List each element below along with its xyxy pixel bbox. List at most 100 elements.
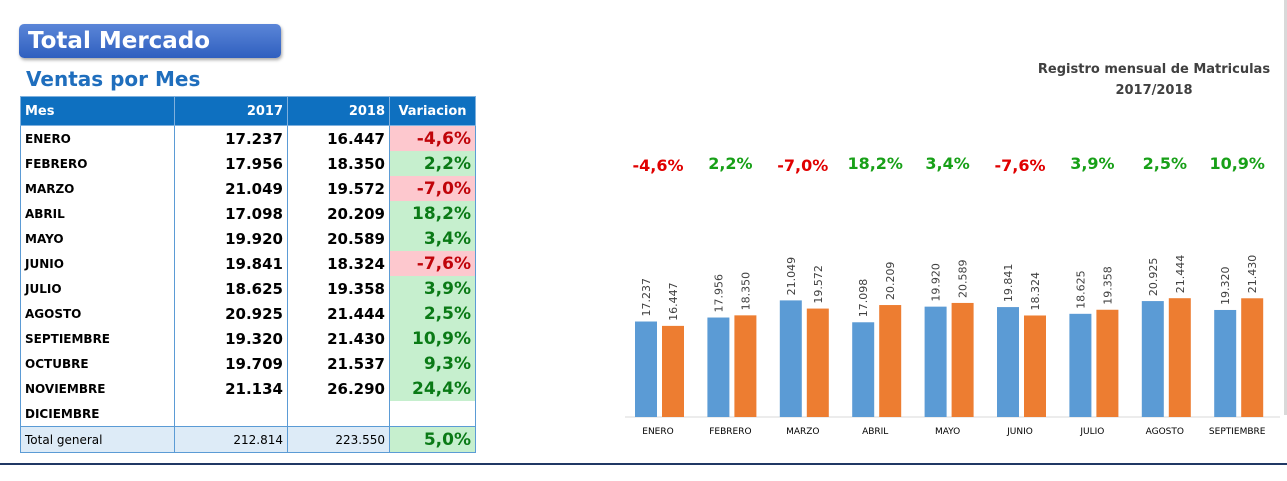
bar-2018-julio: [1096, 309, 1119, 417]
value-2017-cell: 19.320: [174, 326, 288, 351]
chart-area-edge: [1284, 0, 1287, 415]
value-2018-cell: 20.589: [287, 226, 390, 251]
chart-title-line1: Registro mensual de Matriculas: [1037, 62, 1271, 77]
variation-cell: 18,2%: [389, 201, 476, 226]
variation-cell: -7,0%: [389, 176, 476, 201]
table-row: JUNIO 19.841 18.324 -7,6%: [20, 251, 476, 276]
data-label: 21.444: [1174, 255, 1187, 294]
bar-2017-agosto: [1141, 301, 1164, 417]
table-body: ENERO 17.237 16.447 -4,6% FEBRERO 17.956 18.35…: [20, 125, 476, 453]
data-label: 18.350: [739, 272, 752, 311]
x-tick-label: SEPTIEMBRE: [1209, 427, 1266, 437]
variation-cell: 9,3%: [389, 351, 476, 376]
data-label: 19.358: [1101, 266, 1114, 305]
value-2018-cell: 26.290: [287, 376, 390, 401]
variation-cell: -7,6%: [389, 251, 476, 276]
bar-2018-abril: [879, 305, 902, 417]
month-cell: JUNIO: [20, 251, 175, 276]
bar-2018-enero: [662, 325, 684, 417]
month-cell: SEPTIEMBRE: [20, 326, 175, 351]
value-2018-cell: 21.537: [287, 351, 390, 376]
bar-2018-marzo: [806, 308, 829, 417]
variation-label: -7,0%: [777, 156, 828, 175]
chart-title-line2: 2017/2018: [1115, 83, 1193, 98]
x-tick-label: ENERO: [642, 427, 673, 437]
value-2018-cell: 18.350: [287, 151, 390, 176]
value-2018-cell: 18.324: [287, 251, 390, 276]
variation-label: 10,9%: [1209, 154, 1265, 173]
bar-2018-junio: [1024, 315, 1046, 417]
table-row: ABRIL 17.098 20.209 18,2%: [20, 201, 476, 226]
variation-label: 3,4%: [925, 154, 969, 173]
column-header-variacion: Variacion: [389, 96, 476, 126]
bottom-divider: [0, 463, 1287, 465]
value-2018-cell: 19.572: [287, 176, 390, 201]
total-row: Total general 212.814 223.550 5,0%: [20, 426, 476, 453]
month-cell: MARZO: [20, 176, 175, 201]
table-row: SEPTIEMBRE 19.320 21.430 10,9%: [20, 326, 476, 351]
value-2017-cell: 19.841: [174, 251, 288, 276]
bar-chart: -4,6% 17.237 16.447 ENERO 2,2% 17.956 18.350 FE…: [625, 154, 1280, 437]
column-header-2017: 2017: [174, 96, 288, 126]
table-row: MARZO 21.049 19.572 -7,0%: [20, 176, 476, 201]
data-label: 21.049: [785, 257, 798, 296]
value-2017-cell: 19.920: [174, 226, 288, 251]
value-2018-cell: [287, 401, 390, 427]
variation-label: 3,9%: [1070, 154, 1114, 173]
month-cell: NOVIEMBRE: [20, 376, 175, 401]
data-label: 17.956: [712, 274, 725, 312]
total-2017: 212.814: [174, 426, 288, 453]
table-row: DICIEMBRE: [20, 401, 476, 427]
value-2017-cell: 21.049: [174, 176, 288, 201]
variation-cell: 2,5%: [389, 301, 476, 326]
variation-cell: 2,2%: [389, 151, 476, 176]
bar-2017-julio: [1069, 313, 1092, 417]
column-header-2018: 2018: [287, 96, 390, 126]
value-2018-cell: 19.358: [287, 276, 390, 301]
total-variacion: 5,0%: [389, 426, 476, 453]
data-label: 20.209: [884, 262, 897, 301]
data-label: 16.447: [667, 282, 680, 321]
month-cell: OCTUBRE: [20, 351, 175, 376]
bar-2018-mayo: [951, 302, 974, 417]
variation-label: 2,5%: [1143, 154, 1187, 173]
data-label: 17.098: [857, 279, 870, 318]
bar-2017-febrero: [707, 317, 730, 417]
month-cell: AGOSTO: [20, 301, 175, 326]
x-tick-label: MAYO: [935, 427, 960, 437]
value-2018-cell: 21.430: [287, 326, 390, 351]
x-tick-label: AGOSTO: [1146, 427, 1184, 437]
table-row: JULIO 18.625 19.358 3,9%: [20, 276, 476, 301]
value-2018-cell: 21.444: [287, 301, 390, 326]
variation-cell: [389, 401, 476, 427]
data-label: 21.430: [1246, 255, 1259, 294]
variation-cell: 24,4%: [389, 376, 476, 401]
variation-label: -7,6%: [994, 156, 1045, 175]
month-cell: DICIEMBRE: [20, 401, 175, 427]
data-label: 18.324: [1029, 272, 1042, 311]
bar-2018-septiembre: [1241, 298, 1264, 417]
data-label: 20.589: [957, 259, 970, 298]
bar-2017-septiembre: [1214, 309, 1237, 417]
table-header-row: Mes 2017 2018 Variacion: [20, 96, 476, 126]
data-label: 20.925: [1147, 258, 1160, 297]
table-row: NOVIEMBRE 21.134 26.290 24,4%: [20, 376, 476, 401]
table-row: AGOSTO 20.925 21.444 2,5%: [20, 301, 476, 326]
value-2017-cell: 17.237: [174, 125, 288, 151]
month-cell: ENERO: [20, 125, 175, 151]
month-cell: MAYO: [20, 226, 175, 251]
month-cell: ABRIL: [20, 201, 175, 226]
table-row: FEBRERO 17.956 18.350 2,2%: [20, 151, 476, 176]
total-label: Total general: [20, 426, 175, 453]
table-row: ENERO 17.237 16.447 -4,6%: [20, 125, 476, 151]
value-2017-cell: [174, 401, 288, 427]
x-tick-label: MARZO: [786, 427, 819, 437]
table-subtitle: Ventas por Mes: [26, 67, 201, 91]
value-2017-cell: 17.956: [174, 151, 288, 176]
variation-cell: 3,4%: [389, 226, 476, 251]
variation-cell: -4,6%: [389, 125, 476, 151]
page-title: Total Mercado: [19, 24, 281, 58]
data-label: 19.920: [930, 263, 943, 302]
value-2017-cell: 19.709: [174, 351, 288, 376]
bar-2017-junio: [997, 307, 1019, 417]
